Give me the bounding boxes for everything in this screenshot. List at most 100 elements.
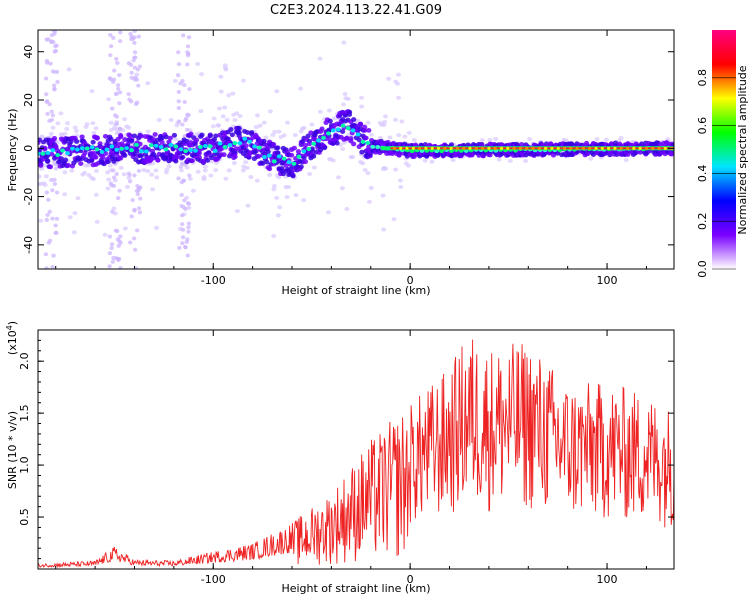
- spectrogram-peak-cell: [74, 147, 80, 152]
- spectrogram-noise-cell: [54, 190, 60, 195]
- spectrogram-peak-cell: [212, 148, 218, 153]
- spectrogram-noise-cell: [132, 35, 137, 40]
- spectrogram-peak-cell: [104, 147, 110, 152]
- spectrogram-ridge-point: [506, 146, 510, 150]
- spectrogram-noise-cell: [281, 133, 287, 138]
- spectrogram-noise-cell: [46, 240, 51, 245]
- spectrogram-noise-cell: [176, 119, 182, 124]
- spectrogram-peak-cell: [55, 153, 61, 158]
- spectrogram-peak-cell: [188, 148, 194, 153]
- spectrogram-noise-cell: [153, 168, 159, 173]
- spectrogram-noise-cell: [110, 79, 116, 84]
- spectrogram-cell: [363, 135, 369, 141]
- spectrogram-peak-cell: [271, 159, 277, 164]
- spectrogram-peak-cell: [202, 144, 208, 149]
- spectrogram-cell: [192, 141, 198, 147]
- spectrogram-noise-cell: [382, 114, 388, 119]
- spectrogram-cell: [58, 156, 65, 162]
- spectrogram-noise-cell: [396, 95, 402, 100]
- spectrogram-noise-cell: [136, 168, 142, 173]
- colorbar-label: Normalized spectral amplitude: [736, 65, 749, 234]
- spectrogram-noise-cell: [135, 67, 141, 72]
- spectrogram-noise-cell: [405, 163, 411, 168]
- spectrogram-noise-cell: [341, 102, 347, 107]
- spectrogram-noise-cell: [248, 175, 254, 180]
- spectrogram-cell: [275, 150, 281, 156]
- spectrogram-noise-cell: [326, 108, 332, 113]
- spectrogram-noise-cell: [180, 122, 185, 127]
- spectrogram-noise-cell: [199, 72, 205, 77]
- spectrogram-ridge-point: [588, 146, 592, 150]
- spectrogram-noise-cell: [116, 256, 122, 261]
- spectrogram-noise-cell: [217, 106, 223, 111]
- snr-x-label: Height of straight line (km): [281, 582, 430, 595]
- spectrogram-noise-cell: [91, 130, 97, 135]
- spectrogram-noise-cell: [72, 211, 78, 216]
- spectrogram-peak-cell: [247, 139, 253, 144]
- spectrogram-noise-cell: [44, 190, 50, 195]
- spectrogram-noise-cell: [45, 212, 50, 217]
- spectrogram-noise-cell: [342, 91, 348, 96]
- spectrogram-cell: [171, 132, 178, 138]
- spectrogram-cell: [356, 137, 362, 143]
- spectrogram-noise-cell: [340, 147, 346, 152]
- spectrogram-noise-cell: [257, 123, 263, 128]
- snr-y-tick-label: 2.0: [18, 352, 31, 370]
- spectrogram-noise-cell: [48, 61, 53, 66]
- spectrogram-noise-cell: [209, 159, 215, 164]
- spectrogram-noise-cell: [141, 168, 147, 173]
- spectrogram-noise-cell: [261, 120, 267, 125]
- spectrogram-cell: [396, 152, 402, 158]
- spectrogram-noise-cell: [368, 132, 374, 137]
- spectrogram-noise-cell: [105, 170, 111, 175]
- spectrogram-noise-cell: [50, 188, 55, 193]
- spectrogram-noise-cell: [50, 125, 56, 130]
- spectrogram-noise-cell: [43, 252, 49, 257]
- spectrogram-noise-cell: [111, 168, 116, 173]
- spectrogram-cell: [105, 159, 111, 165]
- spectrogram-cell: [51, 136, 58, 141]
- spectrogram-noise-cell: [263, 135, 269, 140]
- spectrogram-noise-cell: [114, 171, 119, 176]
- spectrogram-cell: [159, 139, 165, 145]
- spectrogram-cell: [255, 153, 262, 159]
- spectrogram-peak-cell: [375, 145, 381, 150]
- spectrogram-noise-cell: [179, 213, 185, 218]
- spectrogram-noise-cell: [267, 172, 273, 177]
- spectrogram-noise-cell: [377, 135, 383, 140]
- spectrogram-noise-cell: [187, 87, 192, 92]
- spectrogram-noise-cell: [122, 226, 128, 231]
- spectrogram-noise-cell: [129, 70, 134, 75]
- spectrogram-noise-cell: [187, 173, 192, 178]
- spectrogram-noise-cell: [66, 67, 72, 72]
- spectrogram-noise-cell: [213, 168, 219, 173]
- spectrogram-noise-cell: [223, 176, 229, 181]
- spectrogram-noise-cell: [47, 118, 52, 123]
- spectrogram-noise-cell: [527, 137, 533, 142]
- spectrogram-noise-cell: [114, 114, 120, 119]
- spectrogram-noise-cell: [386, 76, 392, 81]
- spectrogram-noise-cell: [136, 186, 141, 191]
- spectrogram-peak-cell: [70, 146, 75, 151]
- spectrogram-noise-cell: [496, 157, 502, 162]
- spectrogram-cell: [122, 153, 128, 158]
- spectrogram-noise-cell: [168, 117, 174, 122]
- spectrogram-noise-cell: [149, 172, 155, 177]
- spectrogram-noise-cell: [93, 126, 99, 131]
- spectrogram-noise-cell: [186, 225, 191, 230]
- spectrogram-noise-cell: [309, 122, 315, 127]
- spectrogram-cell: [199, 132, 205, 138]
- spectrogram-cell: [38, 137, 42, 143]
- spectrogram-noise-cell: [53, 223, 58, 228]
- spectrogram-cell: [359, 149, 365, 155]
- spectrogram-noise-cell: [126, 61, 132, 66]
- spectrogram-noise-cell: [117, 73, 122, 78]
- spectrogram-noise-cell: [46, 197, 51, 202]
- spectrogram-noise-cell: [117, 39, 123, 44]
- spectrogram-noise-cell: [422, 158, 428, 163]
- spectrogram-noise-cell: [298, 86, 304, 91]
- spectrogram-cell: [232, 154, 238, 160]
- spectrogram-cell: [275, 145, 281, 151]
- spectrogram-noise-cell: [180, 235, 186, 240]
- spectrogram-noise-cell: [44, 217, 49, 222]
